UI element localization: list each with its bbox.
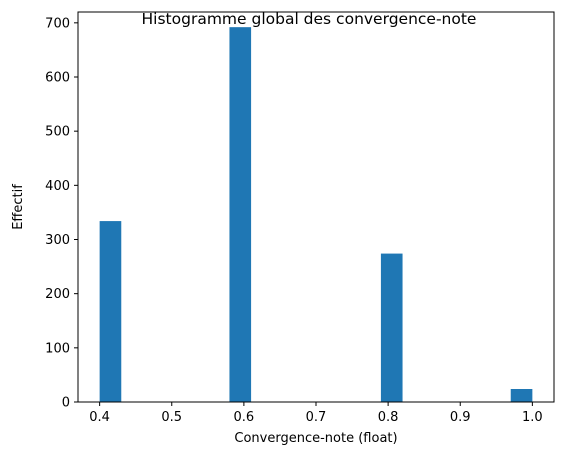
x-axis-label: Convergence-note (float): [234, 431, 397, 446]
histogram-bar-1: [229, 27, 252, 403]
x-tick-label: 0.6: [234, 410, 255, 425]
y-tick-label: 700: [45, 16, 70, 31]
x-tick-label: 0.7: [306, 410, 327, 425]
y-axis: 0 100 200 300 400 500 600 700: [45, 16, 78, 411]
plot-frame: [77, 11, 555, 403]
x-tick-label: 0.5: [161, 410, 182, 425]
y-tick-label: 100: [45, 341, 70, 356]
x-tick-label: 0.8: [378, 410, 399, 425]
bars-layer: [99, 27, 533, 403]
x-tick-label: 0.9: [450, 410, 471, 425]
histogram-bar-0: [99, 221, 122, 402]
histogram-bar-3: [510, 389, 533, 402]
x-tick-label: 1.0: [522, 410, 543, 425]
chart-title: Histogramme global des convergence-note: [142, 10, 477, 28]
histogram-bar-2: [380, 253, 403, 402]
y-tick-label: 300: [45, 233, 70, 248]
x-axis: 0.4 0.5 0.6 0.7 0.8 0.9 1.0: [89, 402, 543, 425]
y-axis-label: Effectif: [11, 184, 26, 230]
y-tick-label: 0: [62, 396, 70, 411]
y-tick-label: 400: [45, 179, 70, 194]
y-tick-label: 500: [45, 125, 70, 140]
y-tick-label: 600: [45, 71, 70, 86]
x-tick-label: 0.4: [89, 410, 110, 425]
y-tick-label: 200: [45, 287, 70, 302]
